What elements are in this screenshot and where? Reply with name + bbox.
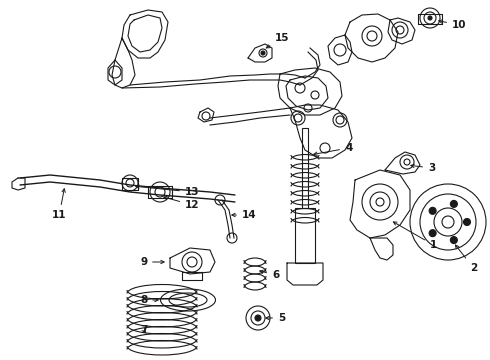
Text: 10: 10 [439, 20, 466, 30]
Text: 3: 3 [411, 163, 435, 173]
Bar [302, 128, 308, 208]
Text: 1: 1 [393, 222, 437, 250]
Text: 2: 2 [455, 245, 477, 273]
Circle shape [255, 315, 261, 321]
Text: 7: 7 [140, 325, 147, 335]
Circle shape [450, 237, 457, 244]
Text: 14: 14 [232, 210, 257, 220]
Text: 4: 4 [314, 143, 352, 156]
Text: 13: 13 [136, 185, 199, 197]
Circle shape [428, 16, 432, 20]
Text: 15: 15 [266, 33, 290, 48]
Bar [295, 208, 315, 263]
Text: 5: 5 [266, 313, 285, 323]
Text: 12: 12 [164, 196, 199, 210]
Circle shape [261, 51, 265, 55]
Circle shape [450, 201, 457, 207]
Circle shape [429, 230, 436, 237]
Text: 9: 9 [140, 257, 164, 267]
Text: 11: 11 [52, 189, 67, 220]
Circle shape [429, 207, 436, 214]
Text: 6: 6 [260, 270, 279, 280]
Circle shape [464, 219, 470, 225]
Text: 8: 8 [140, 295, 158, 305]
